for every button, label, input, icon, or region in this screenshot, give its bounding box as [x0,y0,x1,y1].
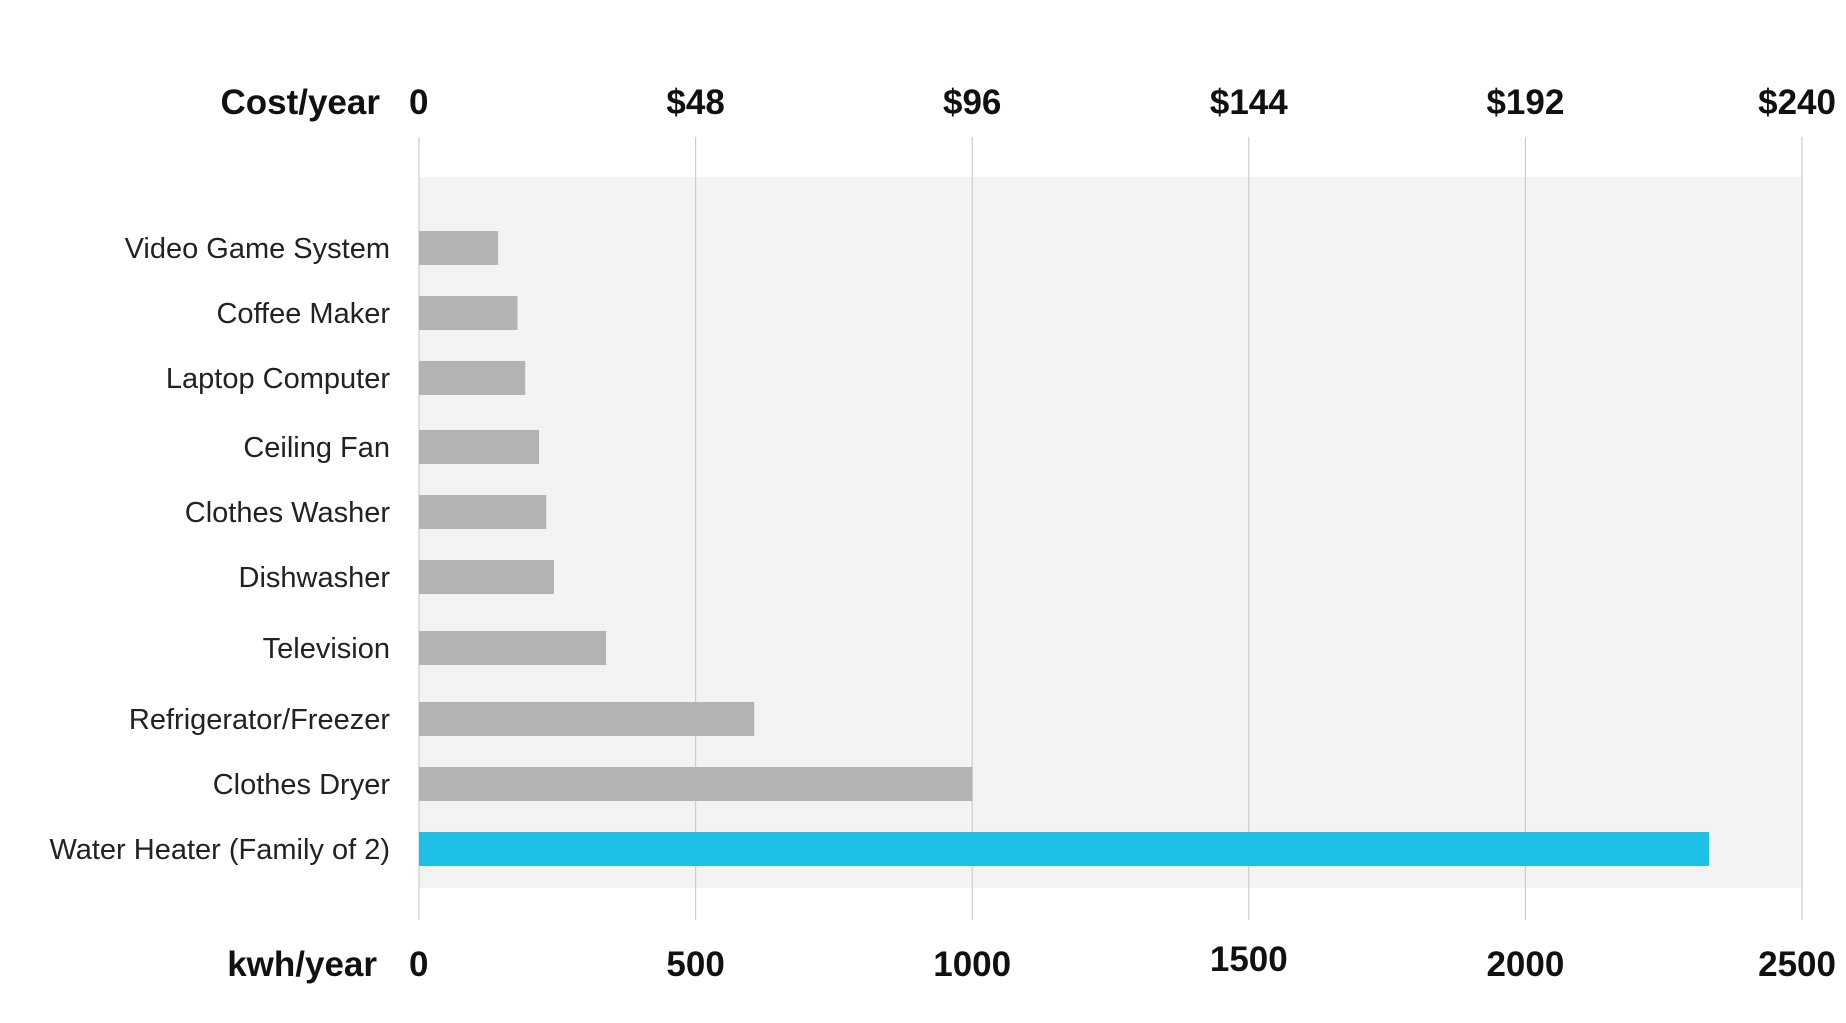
category-label: Clothes Washer [185,497,391,529]
category-label: Water Heater (Family of 2) [49,834,390,866]
category-label: Ceiling Fan [243,432,390,464]
category-label: Dishwasher [239,562,391,594]
bar [419,702,755,736]
category-label: Clothes Dryer [213,769,391,801]
bottom-tick-label: 500 [666,945,724,984]
top-axis-ticks: 0 $48 $96 $144 $192 $240 [409,83,1836,122]
top-tick-label: $144 [1210,83,1288,122]
bottom-tick-label: 2500 [1758,945,1836,984]
top-tick-label: $48 [666,83,724,122]
bar [419,832,1710,866]
gridlines [418,137,1803,920]
bottom-tick-label: 2000 [1486,945,1564,984]
top-tick-label: $240 [1758,83,1836,122]
top-tick-label: 0 [409,83,428,122]
bar [419,560,554,594]
bottom-tick-label: 1000 [933,945,1011,984]
bottom-axis-title: kwh/year [227,945,377,984]
bottom-tick-label: 0 [409,945,428,984]
top-axis-title: Cost/year [220,83,380,122]
bar [419,495,547,529]
bottom-axis-ticks: 0 500 1000 1500 2000 2500 [409,940,1836,984]
top-tick-label: $96 [943,83,1001,122]
bar [419,296,518,330]
bar [419,631,606,665]
category-label: Video Game System [125,233,390,265]
bar [419,767,973,801]
category-label: Television [263,633,390,665]
top-tick-label: $192 [1486,83,1564,122]
bar [419,361,526,395]
bar [419,231,499,265]
bar [419,430,540,464]
bars [419,231,1710,866]
category-label: Refrigerator/Freezer [129,704,390,736]
bottom-tick-label: 1500 [1210,940,1288,979]
category-label: Coffee Maker [216,298,390,330]
category-labels: Video Game System Coffee Maker Laptop Comp… [49,233,390,866]
category-label: Laptop Computer [166,363,390,395]
